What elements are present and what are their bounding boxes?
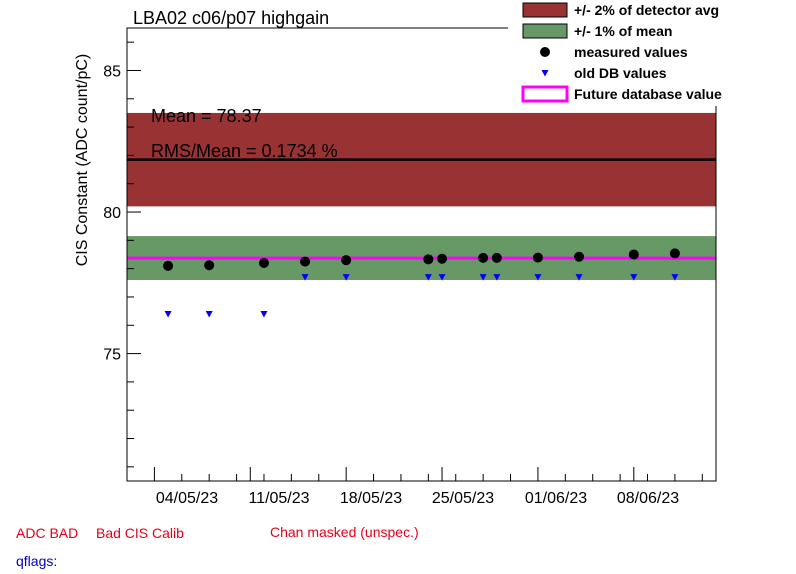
old-db-point [438,274,446,281]
x-tick-label: 01/06/23 [525,490,587,507]
bad-cis-calib-flag: Bad CIS Calib [96,525,184,541]
old-db-point [575,274,583,281]
legend-swatch-dot [540,47,550,57]
legend-label: +/- 2% of detector avg [574,2,719,18]
measured-point [574,251,585,262]
axes-layer: 75 80 85 04/05/23 11/05/23 18/05/23 25/05/23 01… [103,41,703,507]
legend: +/- 2% of detector avg +/- 1% of mean meas… [508,0,748,106]
adc-bad-flag: ADC BAD [16,525,79,541]
measured-point [163,260,174,271]
legend-label: +/- 1% of mean [574,23,672,39]
old-db-point [671,274,679,281]
x-tick-label: 08/06/23 [617,490,679,507]
measured-point [341,255,352,266]
old-db-point [164,310,172,318]
legend-label: old DB values [574,65,667,81]
legend-swatch-box [522,23,568,39]
x-tick-label: 25/05/23 [432,490,494,507]
old-db-point [534,274,542,281]
chart-title: LBA02 c06/p07 highgain [133,8,329,28]
measured-point [532,252,543,263]
plot-frame [126,27,717,482]
legend-label: Future database value [574,86,722,102]
qflags-label: qflags: [16,553,58,569]
measured-point [478,252,489,263]
reference-lines-layer [127,158,716,260]
old-db-point [424,274,432,281]
old-db-point [630,274,638,281]
x-tick-label: 11/05/23 [248,490,309,507]
x-tick-label: 04/05/23 [156,490,218,507]
legend-label: measured values [574,44,688,60]
rms-annotation: RMS/Mean = 0.1734 % [151,141,338,161]
legend-swatch-box [522,2,568,18]
old-db-point [205,310,213,318]
y-tick-label: 75 [103,347,121,364]
x-tick-label: 18/05/23 [340,490,402,507]
old-db-point [342,274,350,281]
old-db-point [493,274,501,281]
measured-point [491,252,502,263]
chan-masked-flag: Chan masked (unspec.) [270,524,419,540]
legend-swatch-line [521,85,569,103]
old-db-point [301,274,309,281]
measured-point [300,256,311,267]
measured-point [437,253,448,264]
old-db-point [479,274,487,281]
y-tick-label: 85 [103,63,121,80]
bands-layer [127,112,716,280]
points-layer [163,248,680,318]
old-db-point [260,310,268,318]
measured-point [669,248,680,259]
legend-swatch-triangle [541,70,549,77]
y-tick-label: 80 [103,205,121,222]
measured-point [628,249,639,260]
measured-point [258,257,269,268]
measured-point [204,260,215,271]
mean-annotation: Mean = 78.37 [151,106,262,126]
y-axis-label: CIS Constant (ADC count/pC) [74,54,91,267]
measured-point [423,254,434,265]
